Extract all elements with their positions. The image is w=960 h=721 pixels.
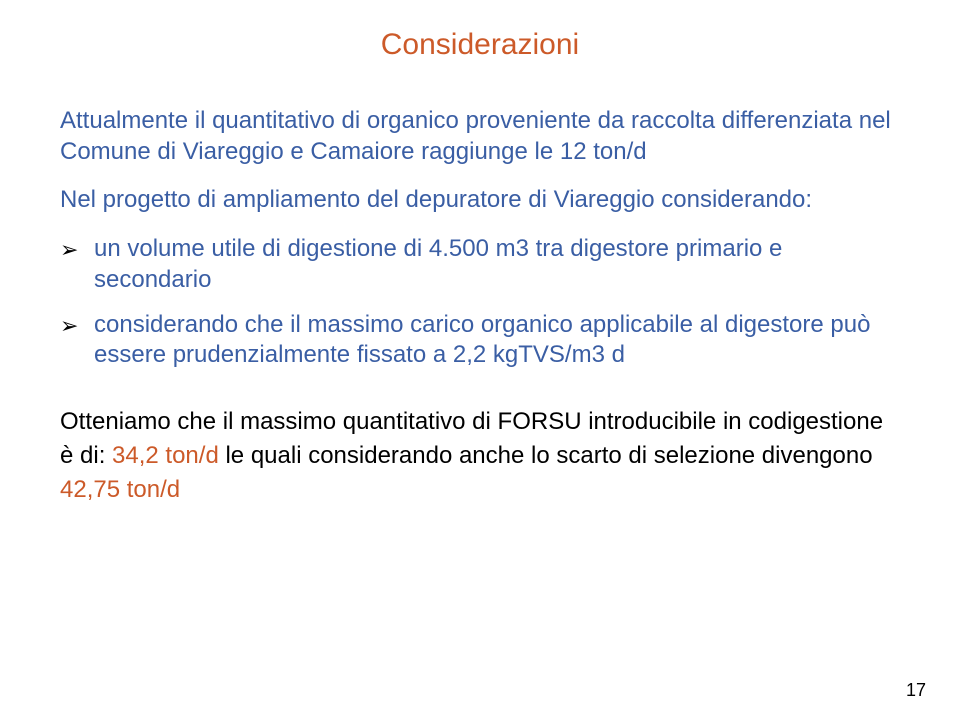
slide-title: Considerazioni <box>60 28 900 62</box>
page-number: 17 <box>906 680 926 701</box>
intro-paragraph: Attualmente il quantitativo di organico … <box>60 106 900 167</box>
result-highlight: 34,2 ton/d <box>112 442 219 469</box>
list-item: ➢ un volume utile di digestione di 4.500… <box>60 234 900 295</box>
result-paragraph: Otteniamo che il massimo quantitativo di… <box>60 405 900 507</box>
result-text-post: le quali considerando anche lo scarto di… <box>219 442 873 469</box>
list-item: ➢ considerando che il massimo carico org… <box>60 310 900 371</box>
chevron-right-icon: ➢ <box>60 312 78 340</box>
list-item-text: considerando che il massimo carico organ… <box>94 311 870 369</box>
list-item-text: un volume utile di digestione di 4.500 m… <box>94 235 782 293</box>
result-highlight-2: 42,75 ton/d <box>60 476 180 503</box>
chevron-right-icon: ➢ <box>60 236 78 264</box>
bullet-list: ➢ un volume utile di digestione di 4.500… <box>60 234 900 371</box>
lead-paragraph: Nel progetto di ampliamento del depurato… <box>60 185 900 216</box>
